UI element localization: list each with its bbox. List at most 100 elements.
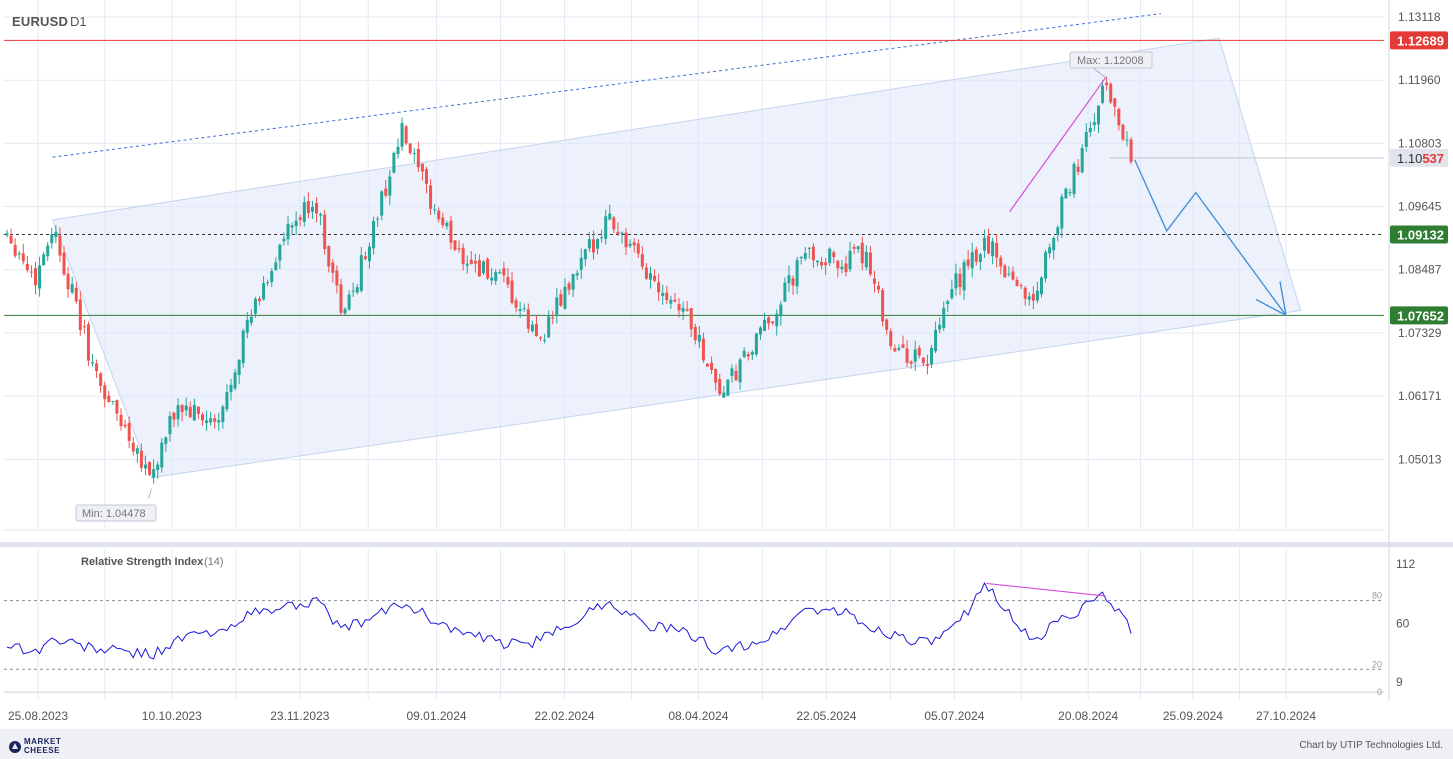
candle-body bbox=[119, 414, 123, 427]
candle-body bbox=[640, 254, 644, 267]
candle-body bbox=[771, 321, 775, 324]
candle-body bbox=[506, 277, 510, 285]
price-axis[interactable]: 1.13118 1.11960 1.10803 1.09645 1.08487 1.073… bbox=[1398, 10, 1442, 466]
candle-body bbox=[103, 385, 107, 400]
candle-body bbox=[34, 268, 38, 286]
candle-body bbox=[245, 319, 249, 333]
candle-body bbox=[889, 331, 893, 347]
footer-bar bbox=[0, 729, 1453, 759]
candle-body bbox=[1031, 293, 1035, 301]
candle-body bbox=[620, 232, 624, 235]
candle-body bbox=[815, 260, 819, 263]
date-tick-label: 10.10.2023 bbox=[142, 709, 202, 723]
candle-body bbox=[115, 400, 119, 414]
candle-body bbox=[282, 238, 286, 242]
candle-body bbox=[184, 405, 188, 411]
candle-body bbox=[1096, 105, 1100, 125]
rsi-tick-label: 112 bbox=[1396, 557, 1415, 571]
level-badge-text: 1.09132 bbox=[1397, 228, 1444, 243]
candle-body bbox=[1084, 132, 1088, 147]
candle-body bbox=[156, 464, 160, 471]
date-tick-label: 25.08.2023 bbox=[8, 709, 68, 723]
candle-body bbox=[86, 324, 90, 361]
candle-body bbox=[518, 309, 522, 312]
candle-body bbox=[249, 316, 253, 323]
candle-body bbox=[787, 275, 791, 284]
candlestick-series bbox=[5, 76, 1133, 484]
candle-body bbox=[310, 206, 314, 212]
candle-body bbox=[661, 293, 665, 296]
drawing-lines: Max: 1.12008 Min: 1.04478 bbox=[75, 51, 1287, 522]
candle-body bbox=[917, 347, 921, 356]
forecast-path bbox=[1134, 159, 1287, 316]
forecast-arrowhead bbox=[1279, 281, 1287, 316]
candle-body bbox=[1105, 82, 1109, 86]
candle-body bbox=[323, 214, 327, 250]
candle-body bbox=[453, 240, 457, 250]
candle-body bbox=[91, 362, 95, 364]
candle-body bbox=[1117, 109, 1121, 126]
candle-body bbox=[921, 357, 925, 364]
candle-body bbox=[750, 351, 754, 355]
rsi-tick-label: 60 bbox=[1396, 617, 1410, 631]
candle-body bbox=[21, 253, 25, 262]
candle-body bbox=[29, 271, 33, 273]
date-tick-label: 23.11.2023 bbox=[270, 709, 329, 723]
rsi-line bbox=[6, 581, 1132, 660]
candle-body bbox=[127, 422, 131, 441]
candle-body bbox=[999, 257, 1003, 267]
candle-body bbox=[490, 277, 494, 281]
candle-body bbox=[872, 278, 876, 284]
candle-body bbox=[608, 213, 612, 220]
candle-body bbox=[237, 359, 241, 376]
candle-body bbox=[543, 339, 547, 341]
candle-body bbox=[1015, 279, 1019, 286]
candle-body bbox=[909, 361, 913, 364]
candle-body bbox=[408, 143, 412, 154]
candle-body bbox=[714, 369, 718, 383]
trend-channel bbox=[51, 13, 1302, 479]
candle-body bbox=[1023, 287, 1027, 299]
candle-body bbox=[795, 260, 799, 287]
candle-body bbox=[978, 254, 982, 262]
date-axis[interactable]: 25.08.2023 10.10.2023 23.11.2023 09.01.2024… bbox=[8, 709, 1316, 723]
candle-body bbox=[457, 248, 461, 250]
candle-body bbox=[628, 243, 632, 246]
candle-body bbox=[547, 316, 551, 338]
candle-body bbox=[934, 329, 938, 352]
candle-body bbox=[363, 256, 367, 259]
candle-body bbox=[99, 373, 103, 387]
candle-body bbox=[1039, 277, 1043, 295]
candle-body bbox=[13, 244, 17, 256]
candle-body bbox=[893, 348, 897, 352]
date-tick-label: 25.09.2024 bbox=[1163, 709, 1223, 723]
candle-body bbox=[791, 278, 795, 286]
candle-body bbox=[799, 256, 803, 259]
candle-body bbox=[95, 363, 99, 372]
candle-body bbox=[905, 348, 909, 363]
date-tick-label: 20.08.2024 bbox=[1058, 709, 1118, 723]
candle-body bbox=[636, 243, 640, 254]
candle-body bbox=[50, 233, 54, 244]
candle-body bbox=[416, 149, 420, 168]
candle-body bbox=[270, 271, 274, 283]
candle-body bbox=[302, 202, 306, 222]
date-tick-label: 08.04.2024 bbox=[668, 709, 728, 723]
candle-body bbox=[429, 185, 433, 209]
candle-body bbox=[514, 300, 518, 308]
symbol-label[interactable]: EURUSD bbox=[12, 14, 69, 29]
timeframe-label[interactable]: D1 bbox=[70, 14, 87, 29]
date-tick-label: 22.02.2024 bbox=[535, 709, 595, 723]
candle-body bbox=[530, 324, 534, 332]
candle-body bbox=[1011, 271, 1015, 280]
candle-body bbox=[575, 273, 579, 276]
candle-body bbox=[160, 442, 164, 468]
current-price-text: 1.10537 bbox=[1397, 151, 1444, 166]
candle-body bbox=[848, 250, 852, 270]
candle-body bbox=[836, 260, 840, 269]
candle-body bbox=[925, 364, 929, 367]
candle-body bbox=[1109, 84, 1113, 103]
candle-body bbox=[498, 272, 502, 274]
candle-body bbox=[567, 283, 571, 290]
